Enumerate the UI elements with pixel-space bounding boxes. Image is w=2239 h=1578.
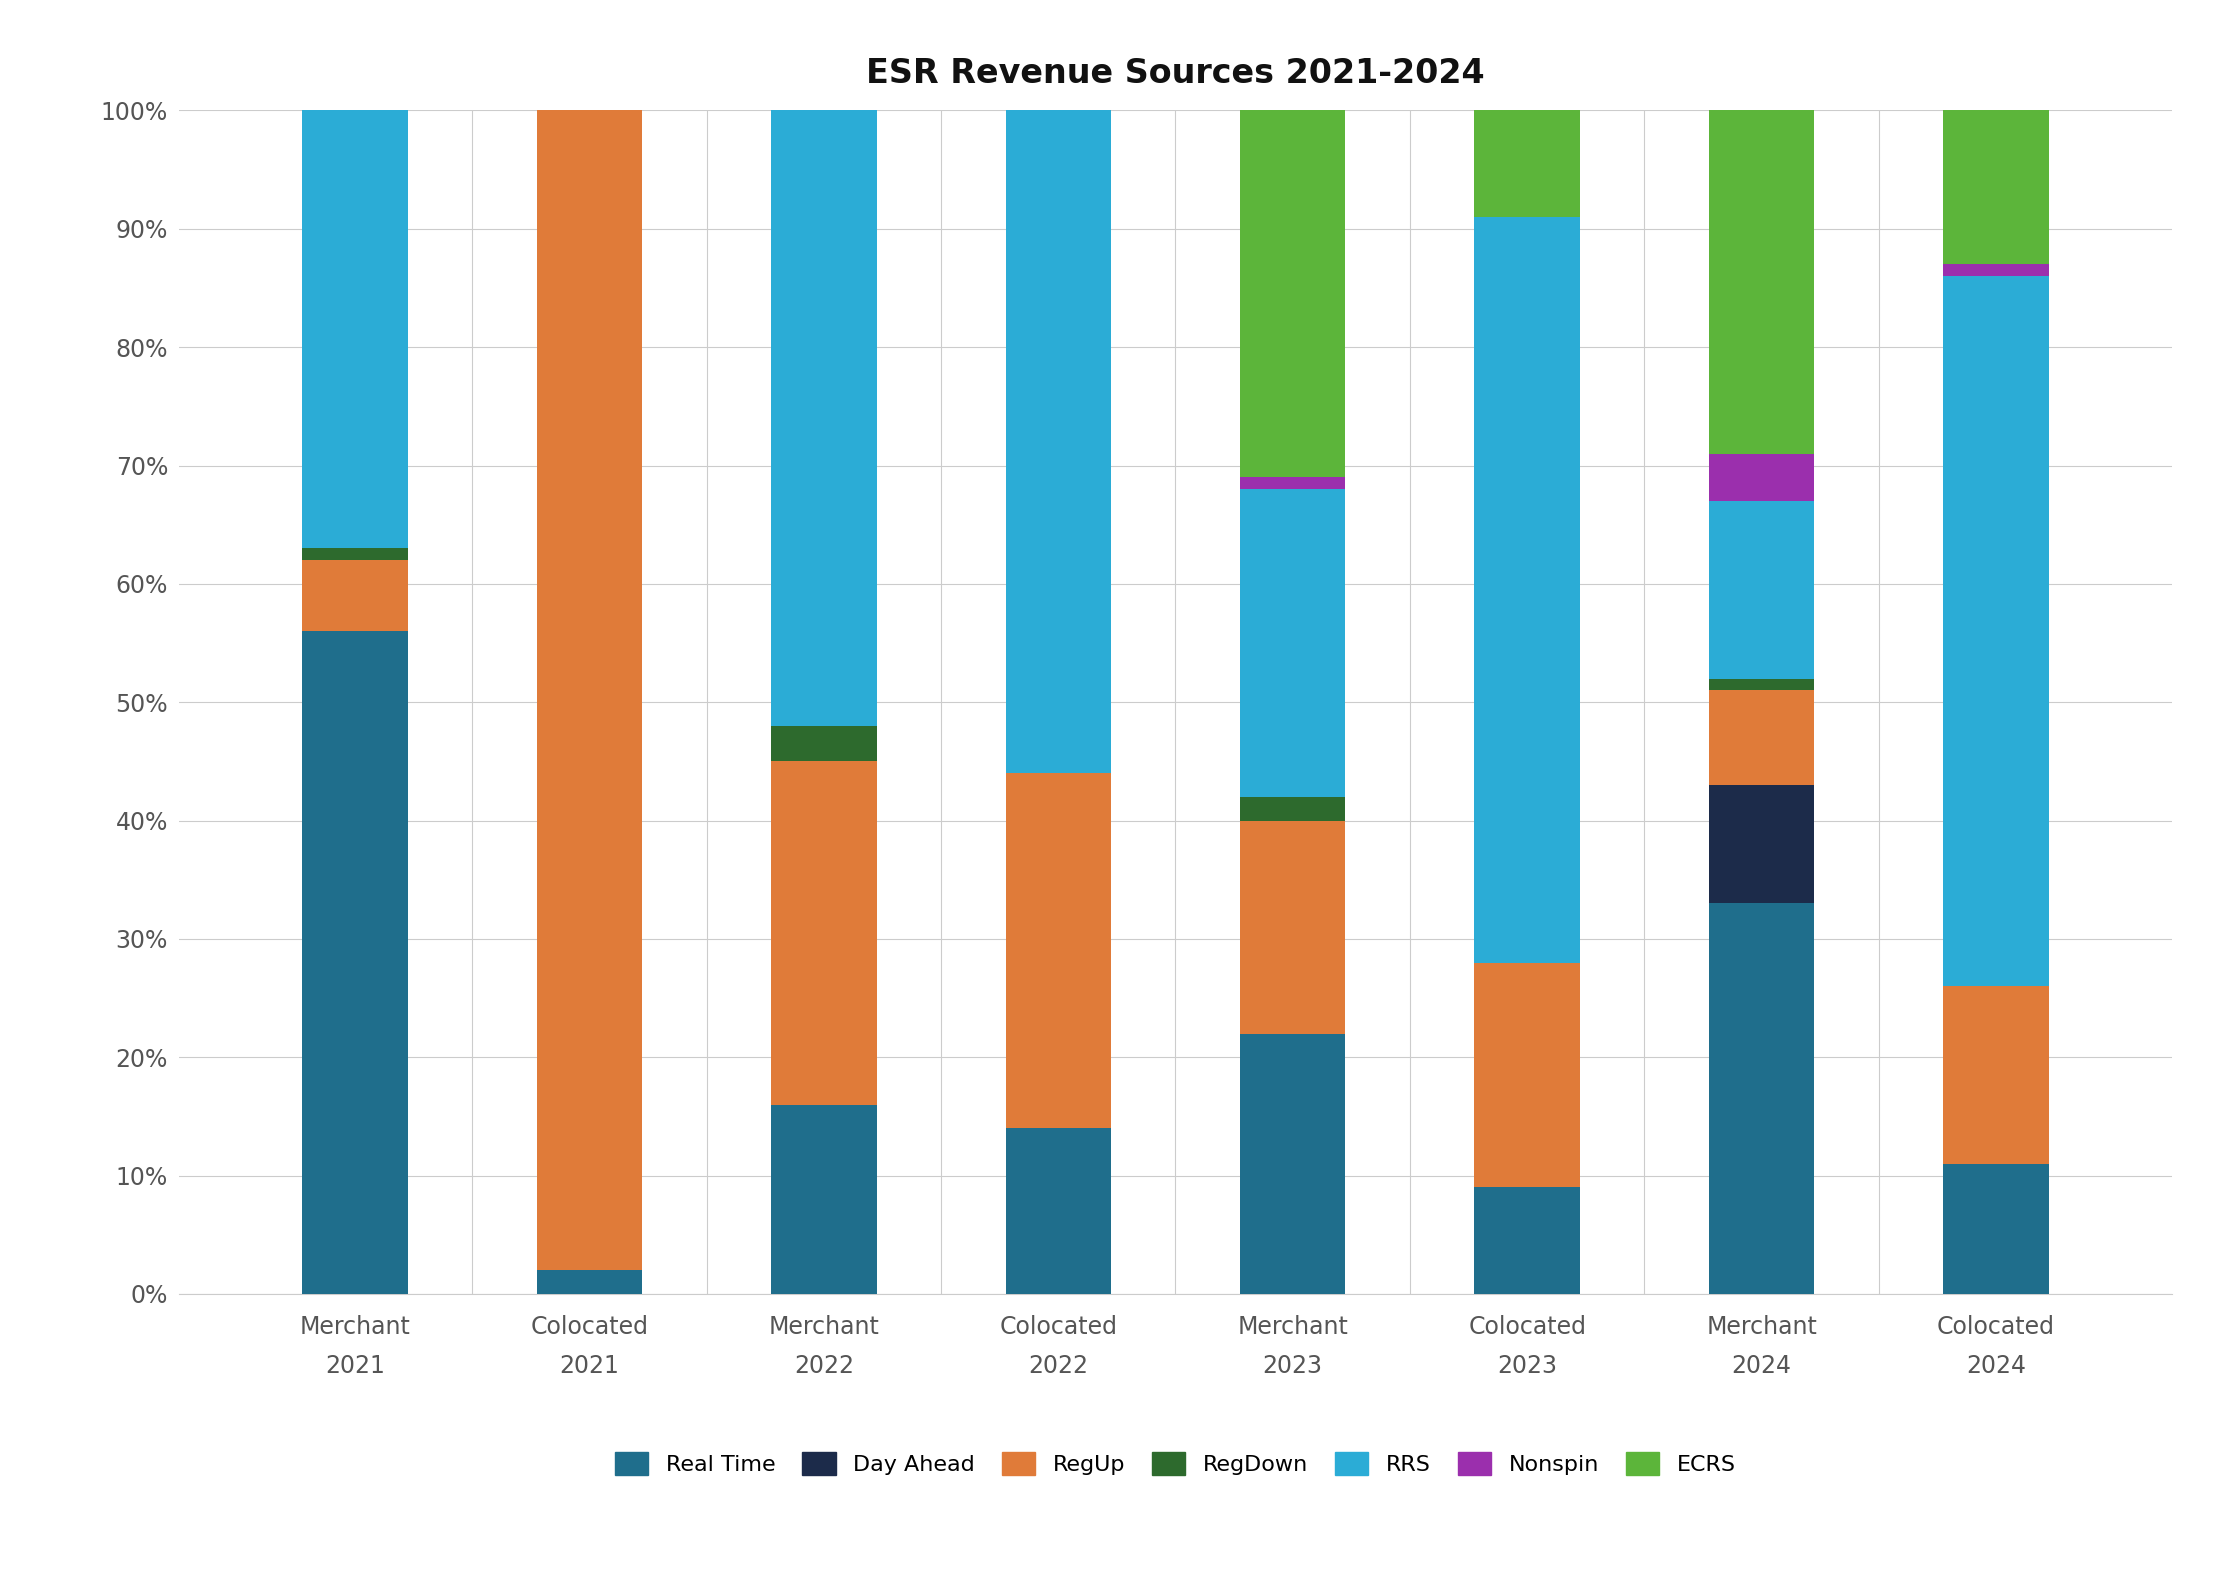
Bar (1473, 1187, 1581, 1294)
Bar (770, 1105, 878, 1294)
Bar (1240, 821, 1346, 1034)
Bar (770, 726, 878, 762)
Bar (1240, 797, 1346, 821)
Bar (1005, 110, 1111, 773)
Bar (1473, 110, 1581, 216)
Bar (770, 761, 878, 1105)
Bar (537, 110, 643, 1270)
Bar (1473, 963, 1581, 1187)
Bar (302, 560, 407, 631)
Bar (1708, 502, 1814, 679)
Bar (1240, 477, 1346, 489)
Bar (1240, 110, 1346, 477)
Bar (1708, 679, 1814, 691)
Bar (1005, 773, 1111, 1128)
Bar (302, 110, 407, 548)
Bar (1473, 216, 1581, 963)
Bar (1005, 1128, 1111, 1294)
Bar (302, 631, 407, 1294)
Legend: Real Time, Day Ahead, RegUp, RegDown, RRS, Nonspin, ECRS: Real Time, Day Ahead, RegUp, RegDown, RR… (607, 1444, 1744, 1483)
Bar (302, 548, 407, 560)
Title: ESR Revenue Sources 2021-2024: ESR Revenue Sources 2021-2024 (866, 57, 1484, 90)
Bar (1708, 903, 1814, 1294)
Bar (1943, 986, 2049, 1165)
Bar (1240, 1034, 1346, 1294)
Bar (1708, 110, 1814, 453)
Bar (537, 1270, 643, 1294)
Bar (1943, 110, 2049, 265)
Bar (1240, 489, 1346, 797)
Bar (1708, 691, 1814, 784)
Bar (1708, 786, 1814, 903)
Bar (1708, 453, 1814, 502)
Bar (770, 110, 878, 726)
Bar (1943, 265, 2049, 276)
Bar (1943, 276, 2049, 986)
Bar (1943, 1165, 2049, 1294)
